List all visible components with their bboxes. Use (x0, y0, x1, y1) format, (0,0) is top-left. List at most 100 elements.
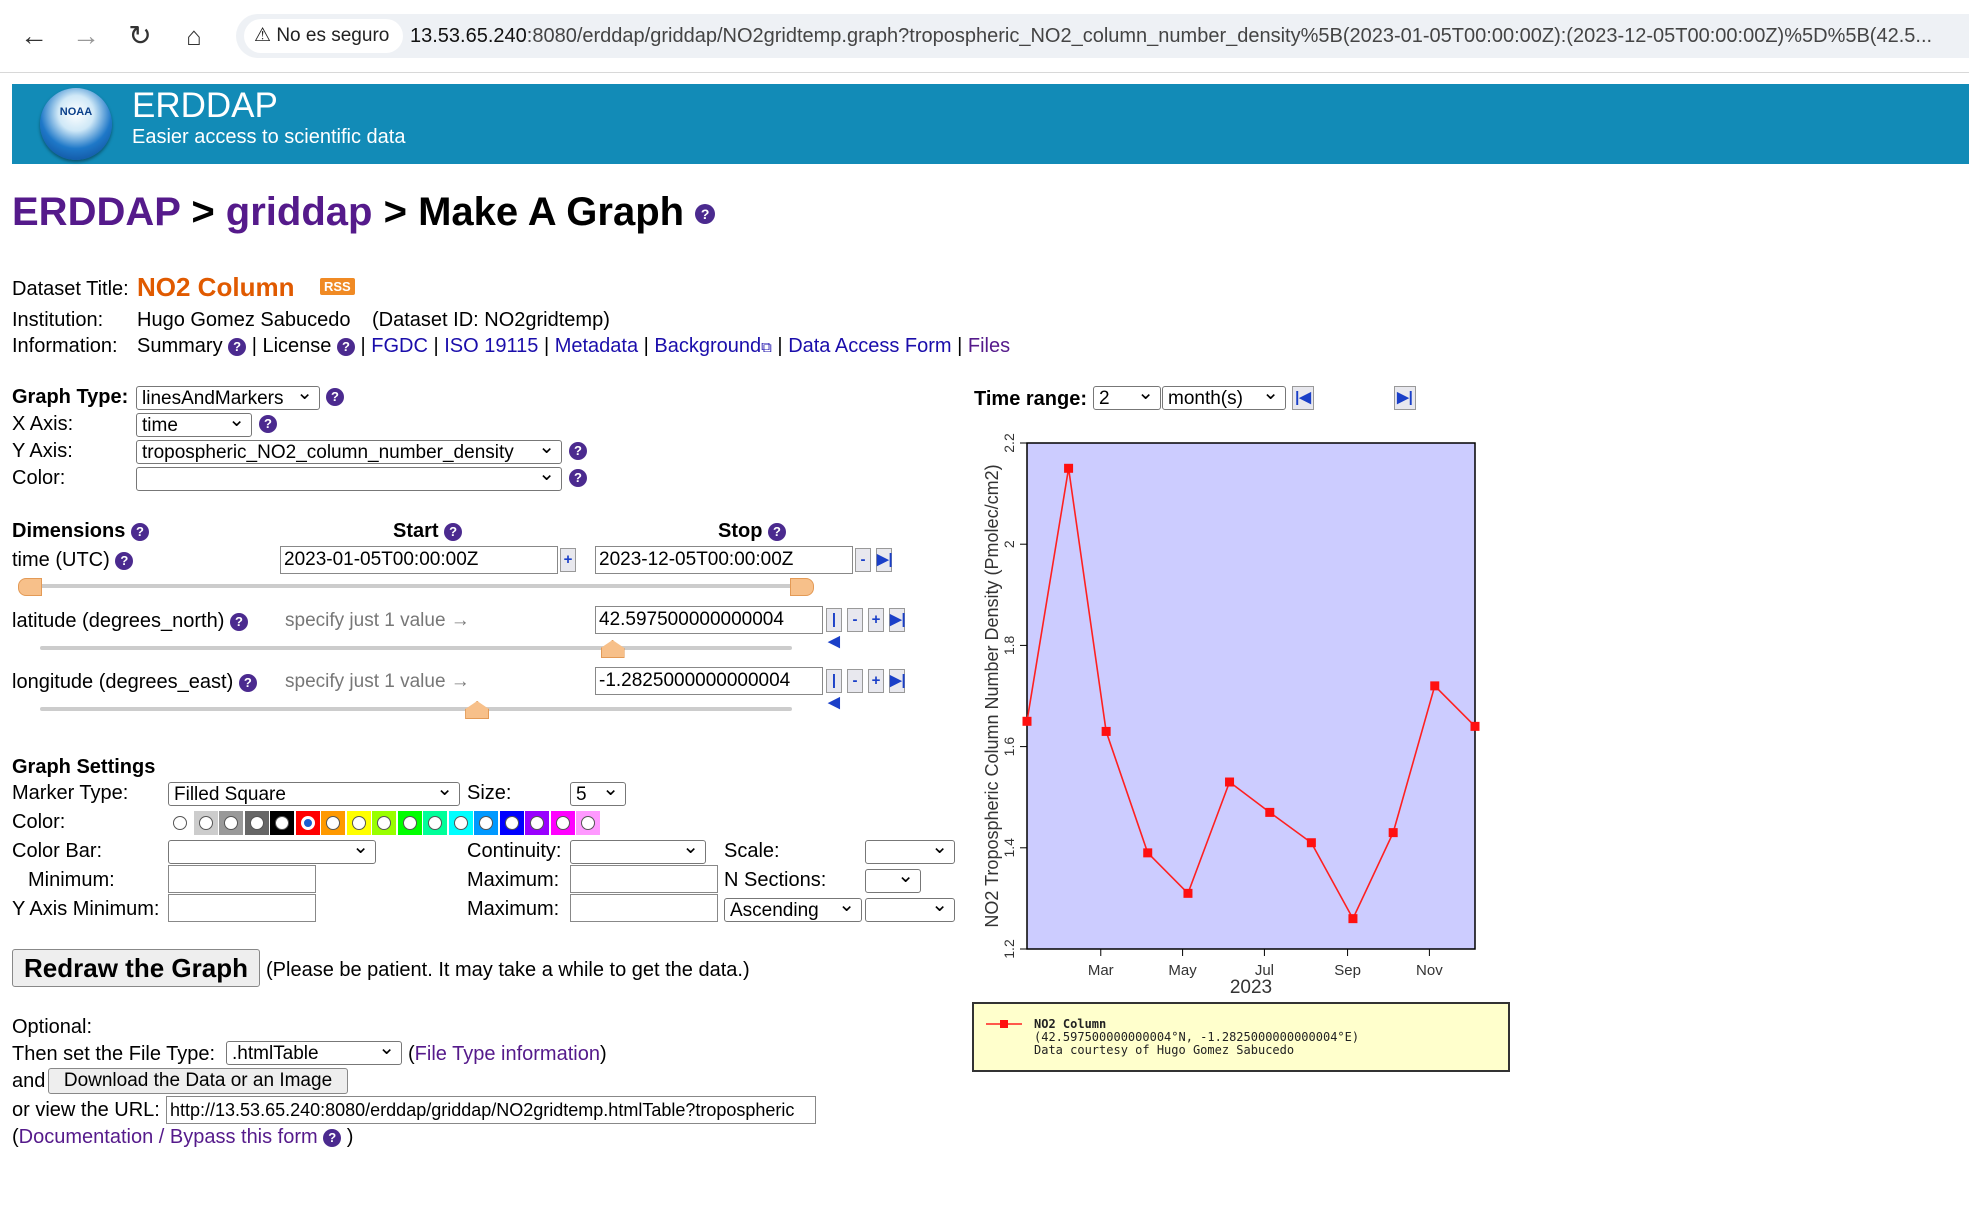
documentation-link[interactable]: Documentation / Bypass this form (18, 1126, 318, 1148)
color-swatch[interactable] (193, 811, 218, 835)
time-stop-decrement-button[interactable]: - (855, 548, 871, 572)
color-swatch[interactable] (295, 811, 320, 835)
file-type-info-link[interactable]: File Type information (414, 1043, 600, 1065)
noaa-logo[interactable]: NOAA (40, 88, 112, 160)
color-swatch[interactable] (550, 811, 575, 835)
breadcrumb-erddap-link[interactable]: ERDDAP (12, 190, 181, 234)
time-slider-start-handle[interactable] (18, 578, 42, 596)
color-swatch[interactable] (397, 811, 422, 835)
download-data-button[interactable]: Download the Data or an Image (48, 1068, 348, 1094)
help-icon[interactable]: ? (323, 1128, 342, 1147)
color-swatch[interactable] (270, 811, 294, 835)
color-swatch[interactable] (525, 811, 549, 835)
help-icon[interactable]: ? (768, 522, 786, 541)
url-text[interactable]: 13.53.65.240:8080/erddap/griddap/NO2grid… (410, 14, 1960, 58)
color-variable-select[interactable] (136, 467, 562, 491)
latitude-decrement-button[interactable]: - (847, 608, 863, 632)
color-minimum-input[interactable] (168, 865, 316, 893)
latitude-first-button[interactable]: |◀ (826, 608, 842, 650)
color-maximum-input[interactable] (570, 865, 718, 893)
marker-size-select[interactable]: 5 (570, 782, 626, 806)
time-slider-stop-handle[interactable] (790, 578, 814, 596)
background-link[interactable]: Background (654, 335, 762, 357)
help-icon[interactable]: ? (336, 337, 355, 356)
longitude-last-button[interactable]: ▶| (889, 669, 906, 693)
y-axis-ascending-select[interactable]: Ascending (724, 898, 862, 922)
help-icon[interactable]: ? (695, 204, 716, 225)
time-start-input[interactable]: 2023-01-05T00:00:00Z (280, 546, 558, 574)
y-axis-select[interactable]: tropospheric_NO2_column_number_density (136, 440, 562, 464)
longitude-increment-button[interactable]: + (868, 669, 884, 693)
longitude-first-button[interactable]: |◀ (826, 669, 842, 711)
forward-arrow-icon[interactable]: → (72, 20, 100, 51)
longitude-input[interactable]: -1.2825000000000004 (595, 667, 823, 695)
time-range-back-button[interactable]: |◀ (1292, 386, 1314, 410)
graph-type-select[interactable]: linesAndMarkers (136, 386, 320, 410)
color-swatch[interactable] (219, 811, 243, 835)
x-axis-select[interactable]: time (136, 413, 252, 437)
color-radio (275, 816, 289, 830)
longitude-decrement-button[interactable]: - (847, 669, 863, 693)
longitude-slider-track[interactable] (40, 707, 792, 711)
time-slider-track[interactable] (28, 584, 804, 588)
fgdc-link[interactable]: FGDC (371, 335, 428, 357)
files-link[interactable]: Files (967, 335, 1011, 357)
help-icon[interactable]: ? (569, 469, 587, 487)
metadata-link[interactable]: Metadata (554, 335, 639, 357)
longitude-slider-handle[interactable] (465, 701, 490, 719)
summary-link[interactable]: Summary (137, 335, 223, 357)
continuity-select[interactable] (570, 840, 706, 864)
latitude-slider-track[interactable] (40, 646, 792, 650)
time-stop-last-button[interactable]: ▶| (876, 548, 893, 572)
security-chip[interactable]: ⚠ No es seguro (244, 19, 404, 53)
iso-19115-link[interactable]: ISO 19115 (444, 335, 539, 357)
color-swatch[interactable] (346, 811, 371, 835)
y-axis-scale-select[interactable] (865, 898, 955, 922)
scale-select[interactable] (865, 840, 955, 864)
color-swatch[interactable] (423, 811, 447, 835)
data-access-form-link[interactable]: Data Access Form (788, 335, 952, 357)
color-swatch[interactable] (321, 811, 345, 835)
n-sections-select[interactable] (865, 869, 921, 893)
color-bar-select[interactable] (168, 840, 376, 864)
y-axis-maximum-input[interactable] (570, 894, 718, 922)
breadcrumb-griddap-link[interactable]: griddap (225, 190, 373, 234)
color-swatch[interactable] (448, 811, 473, 835)
back-arrow-icon[interactable]: ← (20, 20, 48, 51)
help-icon[interactable]: ? (444, 522, 463, 541)
marker-type-select[interactable]: Filled Square (168, 782, 460, 806)
help-icon[interactable]: ? (115, 551, 134, 570)
y-axis-minimum-input[interactable] (168, 894, 316, 922)
reload-icon[interactable]: ↻ (128, 20, 152, 51)
time-range-forward-button[interactable]: ▶| (1394, 386, 1416, 410)
time-start-increment-button[interactable]: + (560, 548, 576, 572)
help-icon[interactable]: ? (228, 337, 247, 356)
color-swatch[interactable] (576, 811, 600, 835)
latitude-slider-handle[interactable] (600, 640, 625, 658)
help-icon[interactable]: ? (130, 522, 149, 541)
home-icon[interactable]: ⌂ (186, 21, 202, 51)
license-link[interactable]: License (262, 335, 332, 357)
time-range-value-select[interactable]: 2 (1093, 386, 1161, 410)
file-type-select[interactable]: .htmlTable (226, 1041, 402, 1065)
latitude-last-button[interactable]: ▶| (889, 608, 906, 632)
no2-line-chart[interactable]: 1.2 1.4 1.6 1.8 2 2.2 Mar May Jul Sep Nov 2023 NO… (968, 408, 1488, 1008)
help-icon[interactable]: ? (229, 612, 248, 631)
color-swatch[interactable] (244, 811, 269, 835)
latitude-increment-button[interactable]: + (868, 608, 884, 632)
color-swatch[interactable] (168, 811, 192, 835)
help-icon[interactable]: ? (569, 442, 587, 460)
time-stop-input[interactable]: 2023-12-05T00:00:00Z (595, 546, 853, 574)
color-swatch[interactable] (474, 811, 498, 835)
address-bar[interactable]: ⚠ No es seguro 13.53.65.240:8080/erddap/… (236, 14, 1969, 58)
help-icon[interactable]: ? (259, 415, 277, 433)
view-url-input[interactable]: http://13.53.65.240:8080/erddap/griddap/… (166, 1096, 816, 1124)
latitude-input[interactable]: 42.597500000000004 (595, 606, 823, 634)
redraw-graph-button[interactable]: Redraw the Graph (12, 949, 260, 987)
color-swatch[interactable] (499, 811, 524, 835)
rss-icon[interactable]: RSS (320, 278, 355, 295)
color-swatch[interactable] (372, 811, 396, 835)
help-icon[interactable]: ? (238, 673, 257, 692)
time-range-unit-select[interactable]: month(s) (1162, 386, 1286, 410)
help-icon[interactable]: ? (326, 388, 344, 406)
